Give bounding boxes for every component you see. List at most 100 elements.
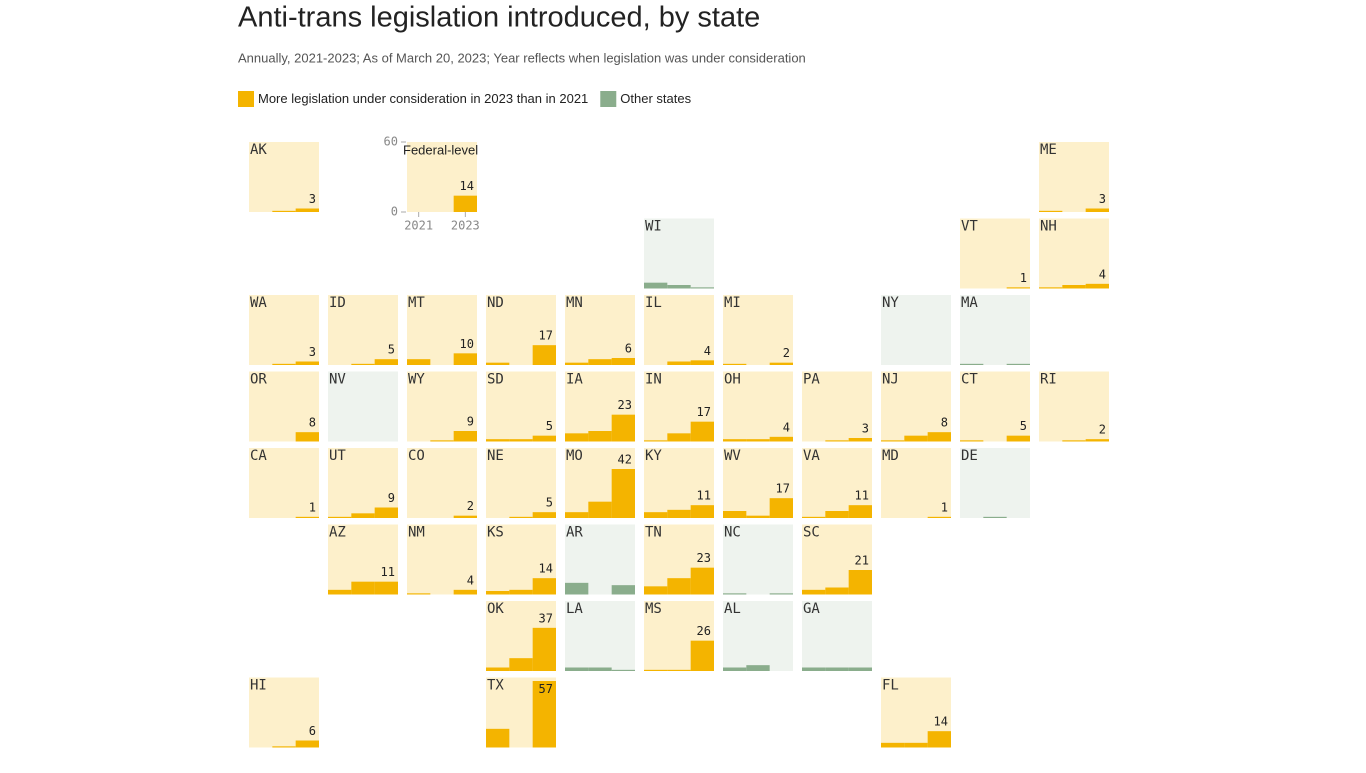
value-label: 8 [941,416,948,430]
bar [769,362,793,365]
bar [1006,435,1030,442]
tile-label: OR [250,372,267,388]
bar [825,440,849,442]
bar [927,731,951,748]
bar [611,358,635,365]
tile [644,295,714,365]
bar [825,667,849,671]
tile [723,371,793,442]
bar [769,498,793,518]
bar [667,285,691,289]
tile [249,677,319,748]
tile-label: Federal-level [403,142,478,157]
tile-label: NV [329,372,346,388]
bar [509,516,533,518]
bar [486,439,510,442]
bar [611,669,635,671]
bar [453,589,477,595]
bar [588,359,612,365]
tile [802,371,872,442]
bar [825,587,849,595]
bar [453,353,477,365]
tile-label: MN [566,295,583,311]
bar [746,439,770,442]
bar [769,436,793,442]
bar [453,431,477,442]
value-label: 4 [704,344,711,358]
value-label: 2 [1099,423,1106,437]
value-label: 11 [855,489,869,503]
tile [328,371,398,442]
tile [723,524,793,595]
bar [904,435,928,442]
tile-label: ME [1040,142,1057,158]
bar [486,362,510,365]
bar [927,432,951,442]
tile-label: TX [487,678,504,694]
value-label: 14 [460,179,474,193]
bar [374,507,398,518]
bar [667,578,691,595]
bar [532,681,556,748]
bar [588,501,612,518]
tile-label: IN [645,372,662,388]
bar [611,469,635,518]
bar [295,516,319,518]
value-label: 6 [309,724,316,738]
bar [1006,363,1030,365]
value-label: 17 [776,482,790,496]
bar [1006,287,1030,289]
bar [565,362,589,365]
tile-label: MA [961,295,978,311]
y-tick-label: 60 [384,135,398,149]
bar [723,593,747,595]
bar [351,513,375,518]
bar [532,627,556,671]
bar [983,516,1007,518]
value-label: 23 [618,398,632,412]
tile [249,448,319,518]
tile [249,142,319,212]
bar [746,665,770,671]
bar [351,581,375,595]
bar [825,511,849,518]
bar [802,667,826,671]
bar [374,359,398,365]
tile [407,371,477,442]
legend-label: Other states [620,91,691,106]
bar [509,658,533,671]
bar [690,287,714,289]
value-label: 6 [625,342,632,356]
tile-label: WY [408,372,425,388]
tile [960,218,1030,289]
tile-label: OH [724,372,741,388]
bar [532,578,556,595]
bar [848,505,872,518]
bar [644,669,668,671]
tile [486,448,556,518]
tile [960,295,1030,365]
bar [1062,285,1086,289]
tile-label: NM [408,525,425,541]
bar [486,728,510,748]
tile-label: MI [724,295,741,311]
value-label: 42 [618,453,632,467]
tile-label: RI [1040,372,1057,388]
bar [565,433,589,442]
bar [667,509,691,518]
value-label: 5 [1020,419,1027,433]
bar [960,363,984,365]
tile-label: HI [250,678,267,694]
bar [881,440,905,442]
bar [430,440,454,442]
bar [746,515,770,518]
value-label: 4 [1099,267,1106,281]
tile-label: WA [250,295,267,311]
bar [611,414,635,442]
value-label: 11 [697,489,711,503]
bar [1085,283,1109,289]
bar [532,512,556,518]
tile [723,601,793,671]
value-label: 9 [388,491,395,505]
tile-label: IL [645,295,662,311]
